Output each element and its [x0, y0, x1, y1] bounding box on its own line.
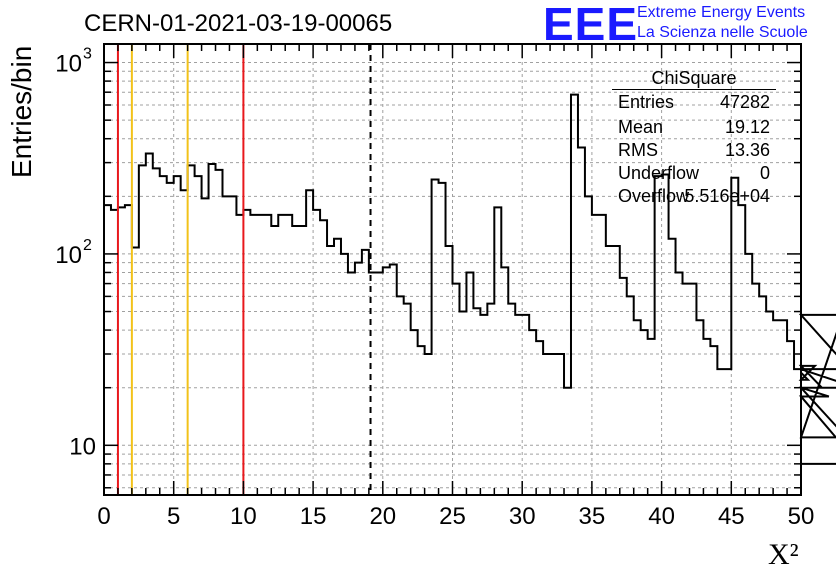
stat-key: RMS — [618, 140, 658, 160]
y-tick-exponent: 2 — [83, 237, 92, 254]
x-tick-label: 40 — [648, 503, 675, 530]
x-tick-label: 30 — [509, 503, 536, 530]
stat-key: Underflow — [618, 163, 700, 183]
plot-title: CERN-01-2021-03-19-00065 — [84, 10, 393, 37]
y-tick-label: 10 — [69, 433, 96, 460]
stat-value: 47282 — [719, 92, 770, 112]
x-tick-label: 25 — [439, 503, 466, 530]
x-tick-label: 15 — [300, 503, 327, 530]
x-tick-label: 45 — [718, 503, 745, 530]
x-tick-label: 35 — [579, 503, 606, 530]
y-axis-label: Entries/bin — [6, 45, 37, 178]
stat-key: Entries — [618, 92, 675, 112]
stat-value: 13.36 — [724, 140, 770, 160]
x-tick-label: 50 — [788, 503, 815, 530]
y-tick-label: 10 — [55, 242, 82, 269]
logo-line-1: Extreme Energy Events — [637, 4, 806, 21]
grid-lines — [104, 44, 801, 495]
stat-value: 5.516e+04 — [684, 186, 770, 206]
y-tick-label: 10 — [55, 51, 82, 78]
stats-divider — [612, 89, 776, 90]
stat-key: Mean — [618, 117, 664, 137]
x-tick-label: 10 — [230, 503, 257, 530]
stat-value: 0 — [759, 163, 770, 183]
logo-caption: Extreme Energy Events La Scienza nelle S… — [637, 3, 808, 43]
y-tick-exponent: 3 — [83, 46, 92, 63]
eee-logo: EEE — [543, 0, 639, 50]
x-tick-label: 5 — [167, 503, 180, 530]
stats-title: ChiSquare — [651, 68, 737, 88]
stat-key: Overflow — [618, 186, 690, 206]
x-axis-label: X² — [768, 538, 799, 571]
stat-value: 19.12 — [724, 117, 770, 137]
marker-lines — [116, 44, 372, 495]
x-tick-label: 20 — [369, 503, 396, 530]
histogram-series — [104, 93, 836, 465]
x-tick-label: 0 — [97, 503, 110, 530]
logo-line-2: La Scienza nelle Scuole — [637, 24, 808, 41]
histogram-line — [104, 93, 836, 465]
